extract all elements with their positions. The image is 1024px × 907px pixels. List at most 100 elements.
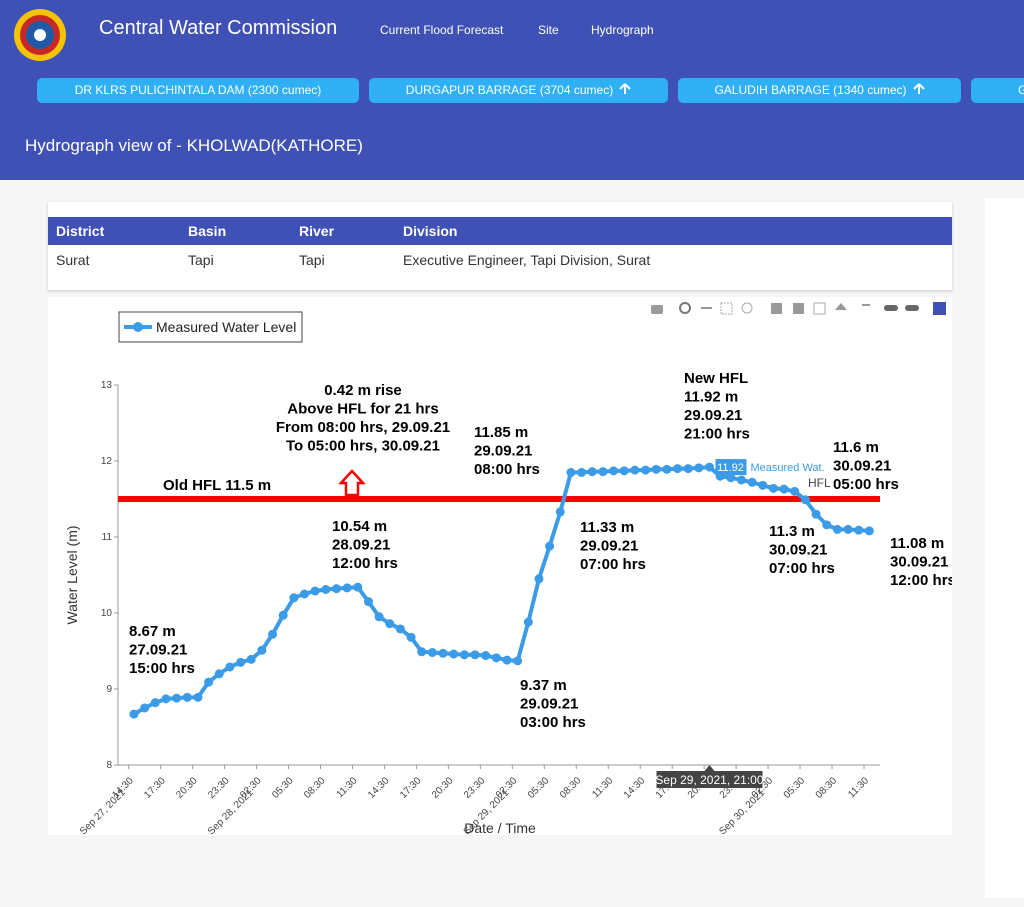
table-header-cell: River (299, 223, 335, 239)
nav-link[interactable]: Site (538, 23, 559, 37)
data-point (609, 466, 619, 476)
annotation: 12:00 hrs (332, 555, 398, 572)
data-point (214, 669, 224, 679)
tool-icon[interactable] (679, 302, 691, 314)
ticker-pill[interactable]: GRA (971, 78, 1024, 103)
tool-icon[interactable] (835, 303, 847, 310)
rise-arrow (912, 83, 925, 94)
hover-hfl: HFL (808, 476, 831, 490)
tool-icon[interactable] (720, 302, 733, 315)
annotation: 03:00 hrs (520, 714, 586, 731)
data-point (513, 656, 523, 666)
annotation: 0.42 m rise (324, 382, 402, 399)
x-tick-label: 20:30 (430, 775, 456, 801)
data-point (822, 520, 832, 530)
tool-icon[interactable] (793, 303, 804, 314)
x-tick-label: 14:30 (366, 775, 392, 801)
ticker-pill[interactable]: GALUDIH BARRAGE (1340 cumec) (678, 78, 961, 103)
x-tick-label: 08:30 (814, 775, 840, 801)
annotation: New HFL (684, 370, 748, 387)
table-cell: Tapi (188, 252, 214, 268)
x-tick-label: 11:30 (846, 775, 871, 800)
x-tick-label: 23:30 (206, 775, 232, 801)
table-header-cell: Basin (188, 223, 227, 239)
data-point (236, 657, 246, 667)
data-point (854, 525, 864, 535)
x-tick-label: 05:30 (270, 775, 296, 801)
tool-icon[interactable] (771, 303, 782, 314)
data-point (577, 467, 587, 477)
tool-icon[interactable] (862, 304, 870, 306)
ticker-pill[interactable]: DURGAPUR BARRAGE (3704 cumec) (369, 78, 668, 103)
x-tick-label: 23:30 (462, 775, 488, 801)
table-header: District Basin River Division (48, 217, 952, 245)
data-point (704, 462, 714, 472)
x-tick-date: Sep 27, 2021 (78, 787, 128, 835)
nav-link[interactable]: Hydrograph (591, 23, 654, 37)
data-point (161, 694, 171, 704)
tool-icon[interactable] (741, 302, 753, 314)
data-point (310, 586, 320, 596)
data-point (470, 650, 480, 660)
data-point (811, 509, 821, 519)
annotation: 27.09.21 (129, 642, 187, 659)
data-point (641, 465, 651, 475)
annotation: From 08:00 hrs, 29.09.21 (276, 419, 450, 436)
app-header: Central Water Commission Current Flood F… (0, 0, 1024, 70)
data-point (758, 480, 768, 490)
ticker-label: DR KLRS PULICHINTALA DAM (2300 cumec) (74, 83, 322, 97)
x-tick-label: 17:30 (398, 775, 424, 801)
data-point (342, 583, 352, 593)
hover-box (715, 459, 747, 476)
tool-icon[interactable] (651, 305, 663, 314)
hover-series: Measured Wat. (750, 462, 824, 474)
data-point (534, 574, 544, 584)
annotation: 11.08 m (890, 535, 944, 552)
data-point (768, 483, 778, 493)
data-point (843, 524, 853, 534)
annotation: To 05:00 hrs, 30.09.21 (286, 438, 440, 455)
annotation: 11.33 m (580, 519, 634, 536)
data-point (353, 582, 363, 592)
data-point (438, 648, 448, 658)
y-tick-label: 12 (101, 456, 113, 467)
table-header-cell: District (56, 223, 105, 239)
tool-icon[interactable] (905, 305, 919, 311)
data-point (566, 467, 576, 477)
rise-arrow (338, 469, 366, 497)
data-point (129, 709, 139, 719)
data-point (587, 467, 597, 477)
data-point (832, 524, 842, 534)
app-title: Central Water Commission (99, 17, 338, 39)
table-cell: Tapi (299, 252, 325, 268)
ticker-pill[interactable]: DR KLRS PULICHINTALA DAM (2300 cumec) (37, 78, 359, 103)
nav-link[interactable]: Current Flood Forecast (380, 23, 504, 37)
hover-value: 11.92 (717, 462, 744, 474)
data-point (204, 677, 214, 687)
modebar (651, 302, 946, 315)
tool-icon[interactable] (701, 307, 712, 309)
data-point (523, 617, 533, 627)
ticker-label: GALUDIH BARRAGE (1340 cumec) (714, 83, 907, 97)
ticker-label: GRA (1017, 83, 1024, 97)
tool-icon[interactable] (813, 302, 826, 315)
data-point (385, 619, 395, 629)
annotation: 11.6 m (833, 439, 879, 456)
x-tick-label: 08:30 (302, 775, 328, 801)
series-line (132, 465, 870, 716)
data-point (193, 692, 203, 702)
table-cell: Surat (56, 252, 90, 268)
ticker: DR KLRS PULICHINTALA DAM (2300 cumec) DUR… (0, 70, 1024, 110)
data-point (395, 624, 405, 634)
y-tick-label: 13 (101, 380, 113, 391)
chart-body: Water Level (m) Date / Time 8 9 10 11 12 13 14… (64, 302, 952, 835)
annotation: 15:00 hrs (129, 660, 195, 677)
tool-icon[interactable] (933, 302, 946, 315)
data-point (800, 495, 810, 505)
data-point (246, 654, 256, 664)
annotation: 07:00 hrs (769, 560, 835, 577)
annotation: 28.09.21 (332, 537, 390, 554)
data-point (427, 648, 437, 658)
annotation: 29.09.21 (520, 696, 578, 713)
tool-icon[interactable] (884, 305, 898, 311)
